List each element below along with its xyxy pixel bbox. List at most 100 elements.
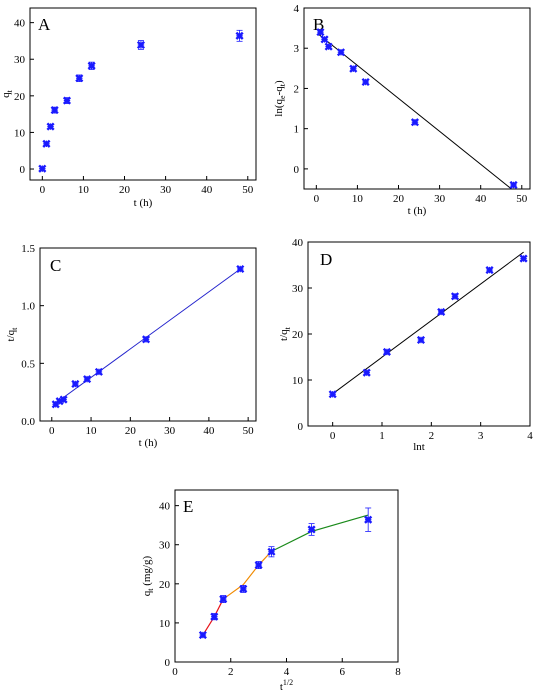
panel-b: B 0 10 20 30 40 50 0 1 2 3 4 t (h) ln(qe-qt): [273, 3, 531, 217]
x-axis-title: t1/2: [280, 678, 293, 693]
x-tick-label: 40: [201, 184, 213, 196]
y-tick-label: 10: [159, 618, 171, 630]
x-tick-label: 4: [284, 666, 290, 678]
x-tick-label: 50: [516, 193, 528, 205]
x-tick-label: 0: [49, 425, 55, 437]
x-axis-title: t (h): [134, 197, 153, 209]
fit-line: [318, 33, 512, 190]
data-point: [437, 307, 446, 316]
data-point: [410, 118, 419, 127]
y-tick-label: 40: [14, 18, 26, 30]
data-point: [509, 180, 518, 190]
y-axis-title: qt (mg/g): [141, 555, 155, 596]
x-tick-label: 20: [393, 193, 405, 205]
y-tick-label: 10: [292, 375, 304, 387]
data-point: [336, 48, 346, 57]
x-tick-label: 20: [125, 425, 137, 437]
x-tick-label: 3: [478, 430, 484, 442]
data-point: [316, 28, 325, 37]
x-tick-label: 1: [379, 430, 385, 442]
x-tick-label: 6: [340, 666, 346, 678]
data-point: [59, 395, 68, 404]
data-point: [198, 630, 207, 640]
data-point: [361, 77, 370, 87]
data-point: [382, 347, 391, 356]
y-tick-label: 40: [159, 501, 171, 513]
data-point: [416, 335, 426, 345]
x-tick-label: 4: [527, 430, 533, 442]
data-point: [71, 379, 80, 389]
y-tick-label: 2: [294, 83, 300, 95]
x-tick-label: 0: [314, 193, 320, 205]
x-tick-label: 20: [119, 184, 131, 196]
x-tick-label: 0: [330, 430, 336, 442]
x-tick-label: 8: [395, 666, 401, 678]
data-point: [364, 515, 373, 524]
y-tick-label: 30: [14, 54, 26, 66]
y-tick-label: 1.0: [21, 301, 35, 313]
data-point: [42, 139, 51, 148]
panel-letter: D: [320, 250, 332, 269]
y-axis-title: t/qt: [5, 327, 19, 342]
plot-frame: [39, 247, 257, 422]
x-tick-label: 50: [242, 184, 254, 196]
data-point: [62, 96, 72, 105]
data-point: [362, 368, 371, 377]
data-point: [50, 106, 59, 115]
data-point: [83, 375, 92, 384]
x-tick-label: 2: [228, 666, 234, 678]
y-axis-title: qt: [0, 89, 14, 98]
plot-frame: [307, 241, 531, 427]
y-tick-label: 0.0: [21, 416, 35, 428]
data-point: [46, 122, 55, 131]
data-point: [307, 525, 316, 534]
data-point: [519, 254, 528, 263]
y-tick-label: 0: [294, 164, 300, 176]
x-tick-label: 0: [40, 184, 46, 196]
data-point: [328, 390, 337, 399]
x-tick-label: 10: [78, 184, 90, 196]
data-point: [254, 561, 263, 570]
data-point: [239, 584, 248, 593]
data-point: [324, 42, 333, 51]
y-tick-label: 20: [14, 91, 26, 103]
x-tick-label: 30: [434, 193, 446, 205]
data-point: [210, 612, 219, 621]
data-point: [87, 61, 96, 70]
data-point: [141, 335, 151, 344]
panel-letter: E: [183, 497, 193, 516]
data-point: [349, 64, 358, 73]
data-point: [38, 164, 47, 173]
y-tick-label: 10: [14, 127, 26, 139]
x-tick-label: 0: [172, 666, 178, 678]
fit-segment: [271, 514, 369, 552]
y-axis-title: t/qt: [278, 326, 292, 341]
y-tick-label: 0: [165, 657, 171, 669]
panel-c: C 0 10 20 30 40 50 0.0 0.5 1.0 1.5 t (h) t/qt: [5, 243, 257, 449]
data-point: [94, 367, 103, 376]
y-tick-label: 3: [294, 43, 300, 55]
x-tick-label: 10: [352, 193, 364, 205]
data-point: [485, 266, 494, 275]
fit-segment: [222, 550, 272, 600]
data-point: [75, 74, 84, 83]
panel-letter: A: [38, 15, 51, 34]
y-tick-label: 30: [292, 283, 304, 295]
y-tick-label: 20: [159, 579, 171, 591]
fit-line: [332, 251, 524, 395]
x-tick-label: 30: [164, 425, 176, 437]
plot-frame: [303, 7, 531, 190]
data-point: [450, 292, 460, 301]
x-axis-title: t (h): [408, 205, 427, 217]
y-tick-label: 20: [292, 329, 304, 341]
panel-e: E 0 2 4 6 8 0 10 20 30 40 t1/2 qt (mg/g): [141, 489, 401, 693]
y-tick-label: 0.5: [21, 358, 35, 370]
x-tick-label: 30: [160, 184, 172, 196]
plot-frame: [29, 7, 257, 181]
data-point: [320, 35, 329, 44]
data-point: [219, 595, 228, 604]
data-point: [235, 31, 244, 40]
y-tick-label: 1.5: [21, 243, 35, 255]
data-point: [55, 397, 64, 406]
